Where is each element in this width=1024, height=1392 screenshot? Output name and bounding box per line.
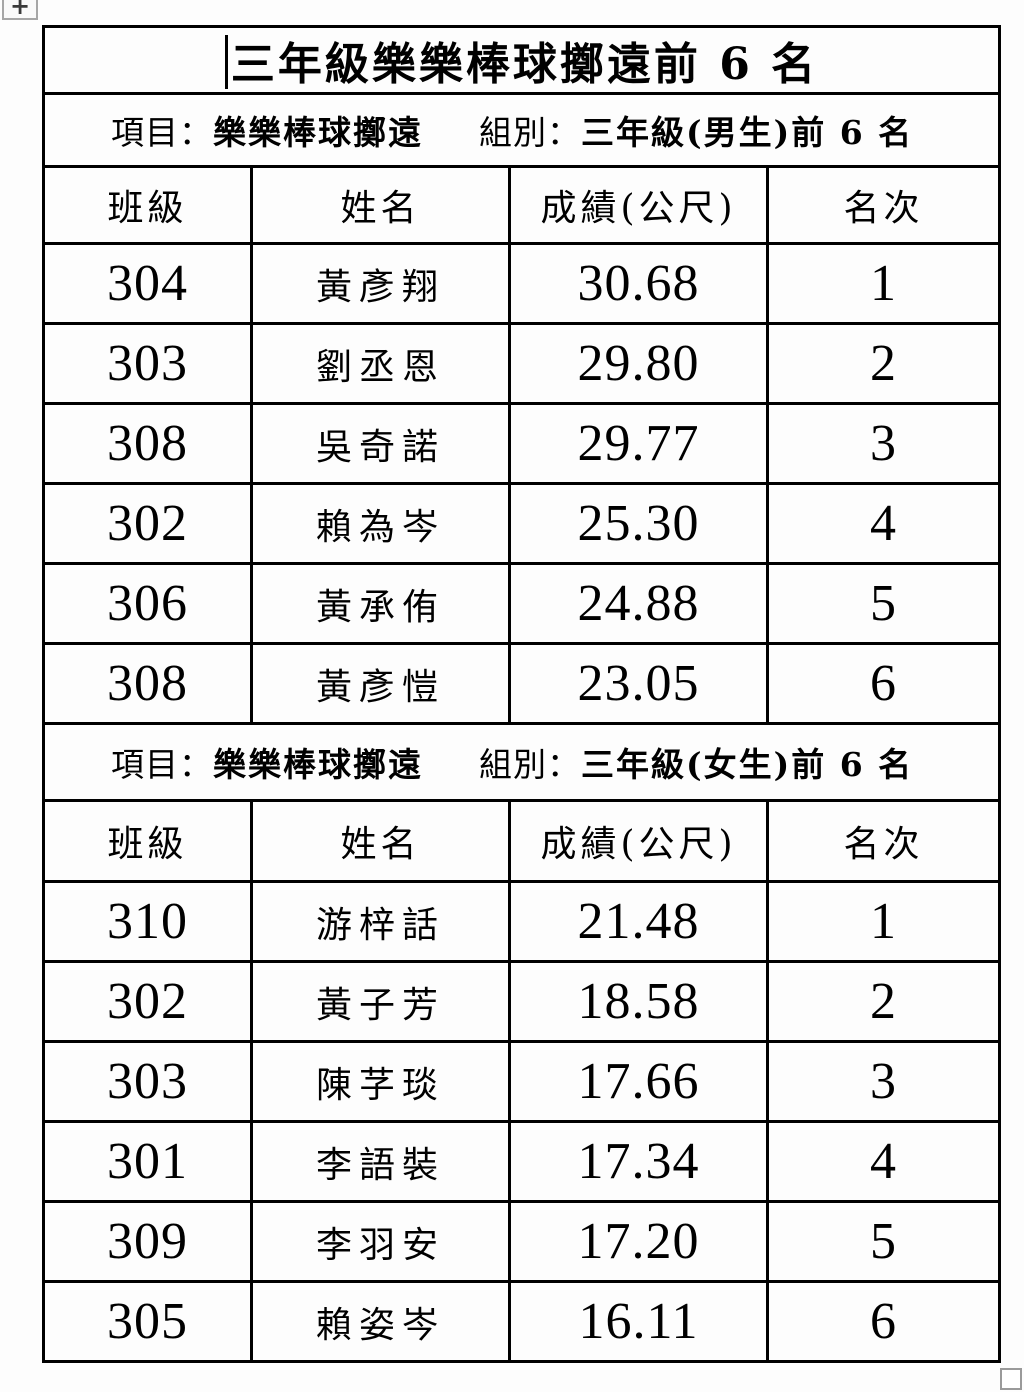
table-row: 303 陳芓琰 17.66 3	[42, 1040, 1002, 1123]
class-cell[interactable]: 306	[42, 562, 253, 645]
name-cell[interactable]: 黃彥愷	[250, 642, 511, 725]
table-row: 301 李語裝 17.34 4	[42, 1120, 1002, 1203]
page-title: 三年級樂樂棒球擲遠前 6 名	[230, 39, 819, 90]
rank-cell[interactable]: 2	[765, 960, 1002, 1043]
group-label: 組別：	[479, 113, 581, 152]
column-header-name[interactable]: 姓名	[250, 165, 511, 245]
group-value: 三年級(男生)前 6 名	[581, 113, 914, 152]
rank-cell[interactable]: 6	[765, 642, 1002, 725]
score-cell[interactable]: 29.80	[508, 322, 769, 405]
class-cell[interactable]: 303	[42, 322, 253, 405]
score-cell[interactable]: 30.68	[508, 242, 769, 325]
table-row: 308 黃彥愷 23.05 6	[42, 642, 1002, 725]
move-cross-icon: +	[9, 0, 31, 20]
class-cell[interactable]: 308	[42, 402, 253, 485]
rank-cell[interactable]: 4	[765, 482, 1002, 565]
score-cell[interactable]: 21.48	[508, 880, 769, 963]
rank-cell[interactable]: 1	[765, 880, 1002, 963]
score-cell[interactable]: 17.20	[508, 1200, 769, 1283]
name-cell[interactable]: 游梓話	[250, 880, 511, 963]
name-cell[interactable]: 黃承侑	[250, 562, 511, 645]
column-header-rank[interactable]: 名次	[765, 799, 1002, 883]
rank-cell[interactable]: 3	[765, 402, 1002, 485]
item-value: 樂樂棒球擲遠	[213, 113, 423, 152]
item-label: 項目：	[111, 113, 213, 152]
name-cell[interactable]: 李語裝	[250, 1120, 511, 1203]
name-cell[interactable]: 劉丞恩	[250, 322, 511, 405]
item-value: 樂樂棒球擲遠	[213, 745, 423, 784]
table-row: 302 黃子芳 18.58 2	[42, 960, 1002, 1043]
item-label: 項目：	[111, 745, 213, 784]
rank-cell[interactable]: 1	[765, 242, 1002, 325]
table-row: 309 李羽安 17.20 5	[42, 1200, 1002, 1283]
score-cell[interactable]: 25.30	[508, 482, 769, 565]
rank-cell[interactable]: 3	[765, 1040, 1002, 1123]
section-subtitle-boys[interactable]: 項目：樂樂棒球擲遠 組別：三年級(男生)前 6 名	[41, 92, 1002, 168]
class-cell[interactable]: 304	[42, 242, 253, 325]
name-cell[interactable]: 黃子芳	[250, 960, 511, 1043]
results-table: 三年級樂樂棒球擲遠前 6 名 項目：樂樂棒球擲遠 組別：三年級(男生)前 6 名 …	[41, 25, 1002, 1363]
score-cell[interactable]: 17.34	[508, 1120, 769, 1203]
class-cell[interactable]: 302	[42, 960, 253, 1043]
table-row: 303 劉丞恩 29.80 2	[42, 322, 1002, 405]
group-value: 三年級(女生)前 6 名	[581, 745, 914, 784]
column-header-score[interactable]: 成績(公尺)	[508, 165, 769, 245]
class-cell[interactable]: 302	[42, 482, 253, 565]
name-cell[interactable]: 賴為岑	[250, 482, 511, 565]
table-row: 302 賴為岑 25.30 4	[42, 482, 1002, 565]
score-cell[interactable]: 17.66	[508, 1040, 769, 1123]
class-cell[interactable]: 309	[42, 1200, 253, 1283]
name-cell[interactable]: 李羽安	[250, 1200, 511, 1283]
score-cell[interactable]: 16.11	[508, 1280, 769, 1363]
table-title-row: 三年級樂樂棒球擲遠前 6 名	[41, 25, 1002, 95]
table-row: 305 賴姿岑 16.11 6	[42, 1280, 1002, 1363]
class-cell[interactable]: 301	[42, 1120, 253, 1203]
rank-cell[interactable]: 2	[765, 322, 1002, 405]
header-row: 班級 姓名 成績(公尺) 名次	[42, 799, 1002, 883]
column-header-class[interactable]: 班級	[42, 165, 253, 245]
table-resize-handle-icon[interactable]	[1000, 1368, 1022, 1390]
table-row: 310 游梓話 21.48 1	[42, 880, 1002, 963]
section-subtitle-girls[interactable]: 項目：樂樂棒球擲遠 組別：三年級(女生)前 6 名	[41, 722, 1002, 802]
score-cell[interactable]: 24.88	[508, 562, 769, 645]
class-cell[interactable]: 308	[42, 642, 253, 725]
class-cell[interactable]: 303	[42, 1040, 253, 1123]
name-cell[interactable]: 黃彥翔	[250, 242, 511, 325]
rank-cell[interactable]: 5	[765, 562, 1002, 645]
name-cell[interactable]: 吳奇諾	[250, 402, 511, 485]
rank-cell[interactable]: 4	[765, 1120, 1002, 1203]
column-header-name[interactable]: 姓名	[250, 799, 511, 883]
section-subtitle-row: 項目：樂樂棒球擲遠 組別：三年級(男生)前 6 名	[41, 92, 1002, 168]
table-row: 304 黃彥翔 30.68 1	[42, 242, 1002, 325]
rank-cell[interactable]: 6	[765, 1280, 1002, 1363]
table-row: 308 吳奇諾 29.77 3	[42, 402, 1002, 485]
class-cell[interactable]: 305	[42, 1280, 253, 1363]
table-row: 306 黃承侑 24.88 5	[42, 562, 1002, 645]
rank-cell[interactable]: 5	[765, 1200, 1002, 1283]
name-cell[interactable]: 陳芓琰	[250, 1040, 511, 1123]
table-title-cell[interactable]: 三年級樂樂棒球擲遠前 6 名	[41, 25, 1002, 95]
group-label: 組別：	[479, 745, 581, 784]
class-cell[interactable]: 310	[42, 880, 253, 963]
header-row: 班級 姓名 成績(公尺) 名次	[42, 165, 1002, 245]
text-cursor	[224, 35, 228, 89]
section-subtitle-row: 項目：樂樂棒球擲遠 組別：三年級(女生)前 6 名	[41, 722, 1002, 802]
score-cell[interactable]: 18.58	[508, 960, 769, 1043]
table-move-handle-icon[interactable]: +	[2, 0, 38, 20]
column-header-score[interactable]: 成績(公尺)	[508, 799, 769, 883]
score-cell[interactable]: 29.77	[508, 402, 769, 485]
score-cell[interactable]: 23.05	[508, 642, 769, 725]
column-header-rank[interactable]: 名次	[765, 165, 1002, 245]
name-cell[interactable]: 賴姿岑	[250, 1280, 511, 1363]
column-header-class[interactable]: 班級	[42, 799, 253, 883]
